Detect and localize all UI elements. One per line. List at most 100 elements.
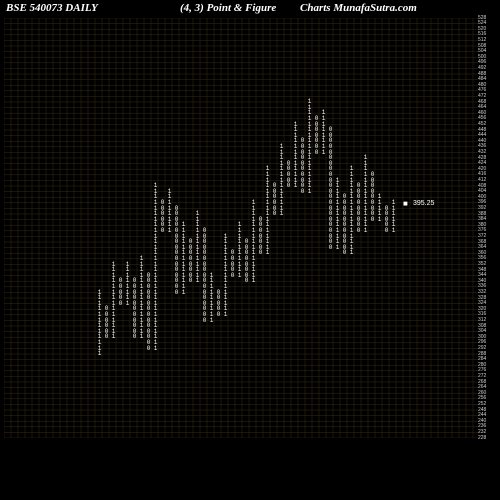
pf-cell: 0 (187, 262, 194, 268)
pf-cell: 1 (194, 278, 201, 284)
pf-cell: 0 (187, 273, 194, 279)
pf-cell: 0 (131, 284, 138, 290)
y-tick: 308 (478, 324, 498, 329)
pf-cell: 1 (334, 239, 341, 245)
pf-cell: 1 (292, 166, 299, 172)
pf-cell: 1 (222, 295, 229, 301)
pf-cell: 1 (264, 250, 271, 256)
y-tick: 400 (478, 195, 498, 200)
pf-cell: 1 (194, 256, 201, 262)
pf-cell: 1 (138, 329, 145, 335)
pf-cell: 1 (320, 150, 327, 156)
pf-cell: 1 (96, 334, 103, 340)
pf-cell: 0 (369, 211, 376, 217)
pf-cell: 1 (264, 189, 271, 195)
pf-cell: 1 (250, 256, 257, 262)
pf-cell: 1 (96, 329, 103, 335)
pf-cell: 0 (117, 301, 124, 307)
pf-cell: 0 (201, 245, 208, 251)
pf-cell: 1 (306, 166, 313, 172)
pf-cell: 0 (131, 295, 138, 301)
pf-cell: 1 (180, 234, 187, 240)
pf-cell: 1 (362, 183, 369, 189)
pf-cell: 1 (250, 228, 257, 234)
pf-column-x: 11111111111111 (110, 18, 117, 438)
pf-cell: 0 (201, 284, 208, 290)
pf-cell: 1 (194, 234, 201, 240)
pf-cell: 1 (194, 267, 201, 273)
pf-cell: 1 (96, 306, 103, 312)
pf-cell: 0 (271, 211, 278, 217)
pf-cell: 0 (229, 262, 236, 268)
pf-cell: 0 (145, 278, 152, 284)
pf-cell: 1 (138, 262, 145, 268)
pf-cell: 1 (320, 127, 327, 133)
pf-cell: 0 (313, 127, 320, 133)
pf-cell: 0 (355, 183, 362, 189)
pf-cell: 1 (348, 239, 355, 245)
pf-cell: 0 (131, 312, 138, 318)
pf-cell: 0 (173, 245, 180, 251)
pf-cell: 1 (264, 211, 271, 217)
pf-cell: 0 (285, 172, 292, 178)
y-tick: 432 (478, 150, 498, 155)
pf-cell: 0 (173, 290, 180, 296)
y-tick: 456 (478, 116, 498, 121)
pf-cell: 0 (145, 346, 152, 352)
pf-cell: 0 (145, 301, 152, 307)
pf-cell: 0 (173, 222, 180, 228)
pf-cell: 0 (243, 273, 250, 279)
pf-cell: 0 (201, 267, 208, 273)
pf-cell: 0 (173, 284, 180, 290)
pf-cell: 1 (278, 200, 285, 206)
pf-column-o: 00000000 (187, 18, 194, 438)
pf-cell: 1 (334, 194, 341, 200)
pf-cell: 1 (278, 161, 285, 167)
pf-cell: 1 (264, 239, 271, 245)
pf-cell: 1 (250, 239, 257, 245)
pf-cell: 0 (103, 306, 110, 312)
pf-cell: 1 (362, 189, 369, 195)
pf-cell: 0 (243, 245, 250, 251)
pf-cell: 0 (117, 278, 124, 284)
pf-cell: 1 (96, 351, 103, 357)
pf-cell: 1 (180, 267, 187, 273)
pf-cell: 1 (362, 217, 369, 223)
pf-cell: 1 (152, 189, 159, 195)
pf-column-o: 00000 (117, 18, 124, 438)
pf-cell: 1 (236, 273, 243, 279)
pf-cell: 0 (299, 144, 306, 150)
pf-column-x: 11111111111111 (362, 18, 369, 438)
pf-cell: 1 (306, 105, 313, 111)
pf-cell: 0 (215, 290, 222, 296)
pf-cell: 1 (96, 340, 103, 346)
pf-cell: 1 (264, 194, 271, 200)
pf-cell: 1 (96, 290, 103, 296)
pf-cell: 1 (152, 262, 159, 268)
pf-cell: 0 (201, 234, 208, 240)
pf-cell: 1 (278, 189, 285, 195)
pf-cell: 1 (152, 222, 159, 228)
pf-cell: 1 (334, 189, 341, 195)
y-tick: 492 (478, 66, 498, 71)
pf-cell: 1 (180, 222, 187, 228)
pf-column-o: 000000000 (369, 18, 376, 438)
pf-cell: 1 (194, 228, 201, 234)
pf-cell: 1 (390, 200, 397, 206)
pf-cell: 0 (201, 295, 208, 301)
pf-column-x: 111111111 (208, 18, 215, 438)
y-tick: 468 (478, 100, 498, 105)
y-tick: 260 (478, 391, 498, 396)
pf-cell: 0 (131, 318, 138, 324)
y-tick: 252 (478, 402, 498, 407)
pf-column-o: 0000000 (313, 18, 320, 438)
y-tick: 236 (478, 424, 498, 429)
pf-cell: 1 (110, 267, 117, 273)
pf-cell: 0 (341, 228, 348, 234)
pf-cell: 0 (327, 200, 334, 206)
pf-cell: 0 (159, 200, 166, 206)
pf-cell: 1 (180, 278, 187, 284)
pf-cell: 1 (166, 206, 173, 212)
y-tick: 452 (478, 122, 498, 127)
pf-cell: 1 (390, 206, 397, 212)
